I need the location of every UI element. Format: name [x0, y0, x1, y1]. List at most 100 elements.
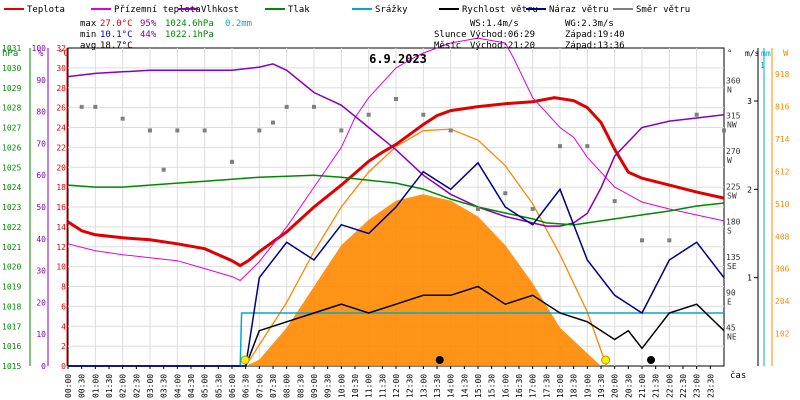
wind-direction-point [585, 144, 590, 149]
moon-set: Západ:13:36 [565, 41, 625, 51]
pressure-tick-label: 1016 [2, 342, 21, 351]
legend-label: Přízemní teplota [114, 5, 201, 15]
wind-direction-point [93, 104, 98, 109]
time-tick-label: 19:00 [583, 374, 592, 398]
solar-tick-label: 918 [775, 70, 790, 79]
pressure-tick-label: 1031 [2, 44, 21, 53]
time-tick-label: 15:30 [488, 374, 497, 398]
time-tick-label: 16:30 [515, 374, 524, 398]
stat-min-press: 1022.1hPa [165, 30, 214, 40]
temperature-tick-label: 4 [61, 322, 66, 331]
wind-direction-point [202, 128, 207, 133]
wind-tick-label: 1 [747, 274, 752, 283]
time-tick-label: 00:00 [64, 374, 73, 398]
direction-tick-deg: 360 [726, 76, 741, 85]
wind-direction-point [640, 238, 644, 243]
wind-direction-point [366, 112, 371, 117]
solar-unit: W [783, 49, 789, 59]
pressure-tick-label: 1015 [2, 362, 21, 371]
temperature-tick-label: 0 [61, 362, 66, 371]
solar-radiation-area [245, 194, 601, 366]
solar-tick-label: 102 [775, 330, 790, 339]
time-tick-label: 11:30 [378, 374, 387, 398]
wind-direction-point [394, 97, 398, 102]
time-tick-label: 12:00 [392, 374, 401, 398]
humidity-tick-label: 70 [36, 139, 46, 148]
sun-set: Západ:19:40 [565, 30, 625, 40]
pressure-unit: hPa [2, 49, 18, 59]
time-tick-label: 08:30 [296, 374, 305, 398]
chart-title: 6.9.2023 [369, 52, 427, 66]
time-tick-label: 13:30 [433, 374, 442, 398]
wind-direction-point [448, 128, 453, 133]
time-tick-label: 02:30 [132, 374, 141, 398]
direction-tick-dir: E [727, 297, 732, 306]
direction-tick-deg: 45 [726, 324, 736, 333]
time-tick-label: 21:30 [652, 374, 661, 398]
pressure-tick-label: 1028 [2, 104, 21, 113]
direction-tick-dir: NE [727, 333, 737, 342]
pressure-tick-label: 1020 [2, 263, 21, 272]
legend-label: Srážky [375, 5, 408, 15]
wind-direction-point [175, 128, 180, 133]
wind-direction-point [312, 104, 316, 109]
time-tick-label: 19:30 [597, 374, 606, 398]
series-line [68, 285, 725, 367]
direction-tick-deg: 135 [726, 253, 741, 262]
stat-avg-label: avg [80, 41, 96, 51]
time-tick-label: 04:30 [187, 374, 196, 398]
direction-tick-dir: SE [727, 262, 737, 271]
legend-label: Náraz větru [549, 5, 609, 15]
temperature-tick-label: 30 [56, 64, 66, 73]
time-tick-label: 05:30 [214, 374, 223, 398]
rain-tick-label: 1 [760, 61, 765, 70]
pressure-tick-label: 1019 [2, 283, 21, 292]
temperature-tick-label: 6 [61, 302, 66, 311]
time-tick-label: 00:30 [78, 374, 87, 398]
solar-tick-label: 612 [775, 167, 790, 176]
direction-tick-deg: 225 [726, 182, 741, 191]
wind-tick-label: 2 [747, 185, 752, 194]
wind-direction-point [257, 128, 262, 133]
series-line [67, 63, 725, 227]
time-tick-label: 14:30 [460, 374, 469, 398]
temperature-tick-label: 22 [56, 143, 66, 152]
direction-tick-dir: S [727, 227, 732, 236]
pressure-tick-label: 1027 [2, 124, 21, 133]
time-tick-label: 23:00 [693, 374, 702, 398]
solar-tick-label: 816 [775, 103, 790, 112]
wind-direction-point [120, 116, 125, 121]
direction-tick-dir: SW [727, 191, 737, 200]
time-tick-label: 09:00 [310, 374, 319, 398]
humidity-tick-label: 0 [41, 362, 46, 371]
time-tick-label: 22:30 [679, 374, 688, 398]
temperature-tick-label: 18 [56, 183, 66, 192]
wind-direction-point [339, 128, 344, 133]
wind-unit: m/s [745, 49, 760, 58]
stat-max-label: max [80, 19, 97, 29]
time-tick-label: 10:00 [337, 374, 346, 398]
temperature-tick-label: 2 [61, 342, 66, 351]
wind-direction-point [476, 206, 480, 211]
humidity-unit: % [38, 49, 44, 59]
time-tick-label: 17:00 [529, 374, 538, 398]
time-tick-label: 16:00 [501, 374, 510, 398]
wind-tick-label: 3 [747, 97, 752, 106]
direction-tick-dir: W [727, 156, 732, 165]
series-line [67, 96, 725, 268]
time-tick-label: 20:30 [624, 374, 633, 398]
sun-rise: Východ:06:29 [470, 30, 535, 40]
legend-label: Směr větru [636, 5, 690, 15]
time-tick-label: 11:00 [365, 374, 374, 398]
wind-gust-info: WG:2.3m/s [565, 19, 614, 29]
legend-label: Vlhkost [201, 5, 239, 15]
stat-avg-temp: 18.7°C [100, 41, 133, 51]
time-tick-label: 07:00 [255, 374, 264, 398]
time-tick-label: 14:00 [447, 374, 456, 398]
solar-tick-label: 408 [775, 232, 790, 241]
temperature-tick-label: 10 [56, 263, 66, 272]
wind-direction-point [667, 238, 672, 243]
time-tick-label: 08:00 [283, 374, 292, 398]
humidity-tick-label: 60 [36, 171, 46, 180]
